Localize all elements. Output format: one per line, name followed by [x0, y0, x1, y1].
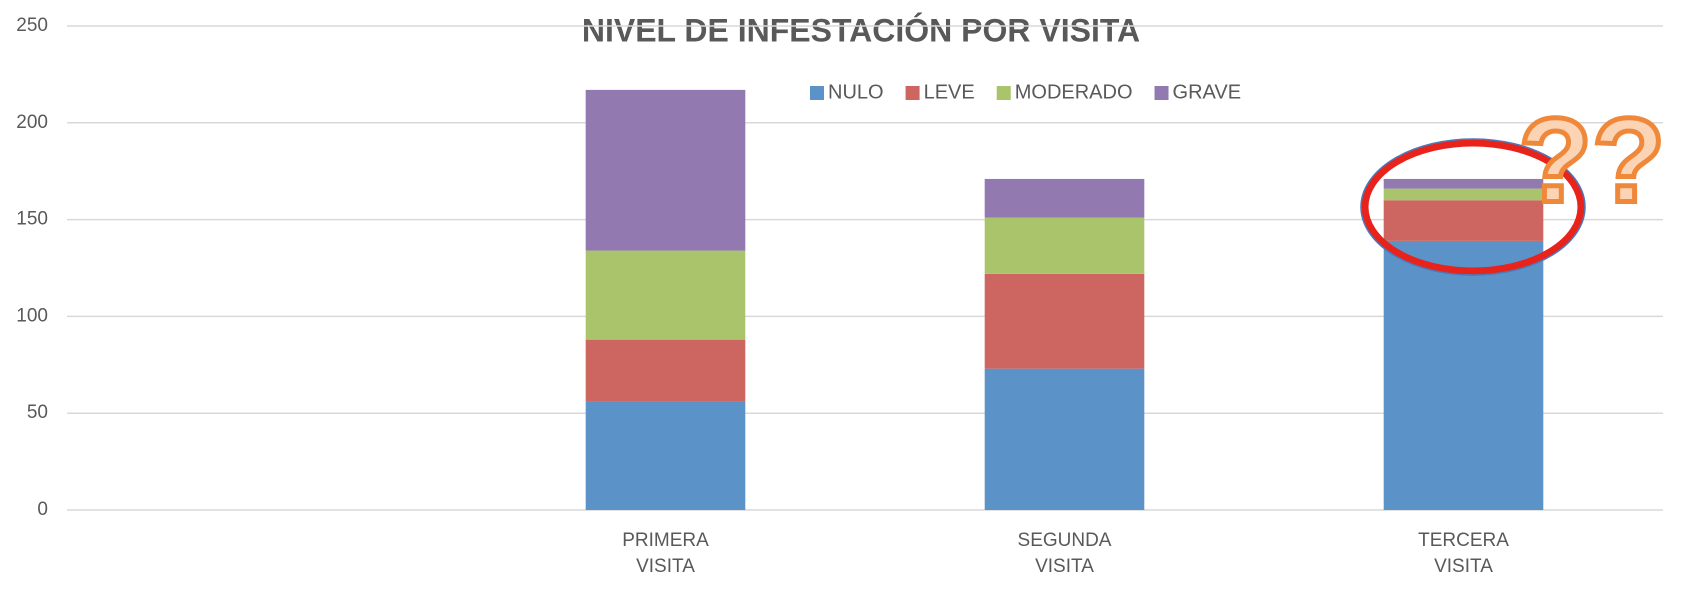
- bar-segment: [984, 217, 1145, 274]
- y-tick-label: 0: [37, 499, 48, 520]
- legend-swatch: [810, 86, 824, 100]
- y-tick-label: 150: [16, 209, 48, 230]
- bar-segment: [1383, 188, 1544, 201]
- legend-label: NULO: [828, 81, 884, 103]
- bar-segment: [585, 401, 746, 510]
- x-tick-label: SEGUNDA VISITA: [1017, 530, 1112, 577]
- y-tick-label: 250: [16, 15, 48, 36]
- legend-swatch: [1154, 86, 1169, 100]
- bar-segment: [585, 250, 746, 340]
- annotation: ??: [1519, 94, 1666, 228]
- chart-title: NIVEL DE INFESTACIÓN POR VISITA: [582, 12, 1140, 48]
- y-tick-label: 100: [16, 305, 48, 326]
- annotation-ellipse-outline: [1360, 138, 1586, 276]
- legend-label: MODERADO: [1015, 81, 1133, 103]
- bar-segment: [984, 178, 1145, 218]
- legend-label: GRAVE: [1173, 81, 1242, 103]
- bar-segment: [1383, 240, 1544, 510]
- bar-segment: [585, 89, 746, 251]
- bar-segment: [984, 273, 1145, 369]
- x-tick-label: PRIMERA VISITA: [622, 530, 709, 577]
- y-tick-label: 50: [27, 402, 48, 423]
- bar-segment: [984, 368, 1145, 510]
- bar-segment: [585, 339, 746, 402]
- legend-swatch: [996, 86, 1011, 100]
- legend-swatch: [905, 86, 920, 100]
- bar-segment: [1383, 200, 1544, 241]
- legend-label: LEVE: [924, 81, 975, 103]
- y-tick-label: 200: [16, 112, 48, 133]
- bar-segment: [1383, 178, 1544, 189]
- x-tick-label: TERCERA VISITA: [1418, 530, 1509, 577]
- annotation-ellipse: [1361, 139, 1585, 275]
